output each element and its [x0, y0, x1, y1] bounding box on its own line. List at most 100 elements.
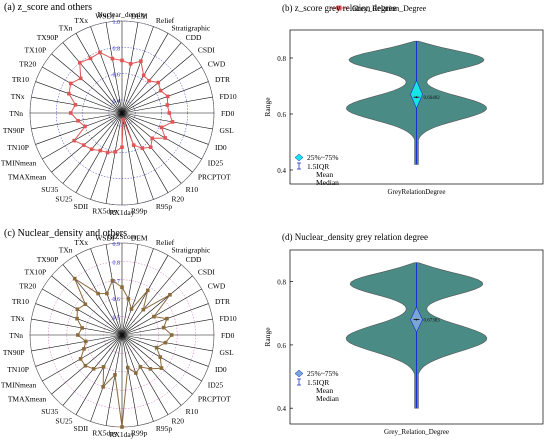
- radar-spoke: [121, 334, 154, 422]
- radar-data-point: [72, 276, 77, 281]
- radar-spoke: [90, 26, 123, 114]
- radar-category-label: TX90P: [37, 255, 59, 264]
- radar-data-point: [168, 292, 172, 297]
- radar-category-label: TR10: [12, 75, 29, 84]
- legend-label: 25%~75%: [307, 369, 339, 378]
- violin-mean-label: 0.67383: [424, 319, 441, 324]
- radar-spoke: [121, 275, 193, 336]
- radar-spoke: [51, 112, 123, 173]
- radar-data-point: [67, 91, 71, 96]
- x-axis-label: Grey_Relation_Degree: [384, 428, 449, 436]
- radar-data-point: [98, 50, 102, 55]
- radar-spoke: [75, 112, 123, 193]
- radar-category-label: TN10P: [7, 143, 29, 152]
- radar-data-point: [98, 148, 103, 153]
- violin-iqr-box: [410, 79, 423, 110]
- radar-category-label: TNx: [11, 92, 25, 101]
- radar-chart-2: (c) Nuclear_density and others0.50.60.70…: [1, 228, 237, 439]
- radar-spoke: [105, 112, 123, 204]
- radar-category-label: Stratigraphic: [172, 245, 211, 254]
- radar-data-point: [78, 357, 83, 361]
- violin-mean-point: [415, 318, 418, 321]
- radar-category-label: DTR: [215, 75, 230, 84]
- radar-category-label: CDD: [186, 255, 202, 264]
- radar-data-point: [110, 56, 115, 61]
- radar-category-label: Relief: [156, 238, 175, 247]
- radar-category-label: TMINmean: [1, 159, 37, 168]
- radar-category-label: FD0: [221, 109, 235, 118]
- radar-data-point: [138, 365, 143, 369]
- radar-data-point: [105, 150, 110, 155]
- radar-category-label: TMAXmean: [8, 173, 47, 182]
- radar-data-point: [165, 94, 170, 99]
- radar-spoke: [121, 112, 154, 200]
- radar-spoke: [121, 248, 154, 336]
- radar-category-label: GSL: [219, 348, 234, 357]
- radar-data-point: [139, 59, 143, 63]
- radar-data-point: [169, 333, 174, 337]
- radar-data-point: [120, 285, 124, 289]
- radar-data-point: [159, 125, 164, 130]
- radar-spoke: [42, 112, 123, 160]
- radar-category-label: ID25: [208, 159, 224, 168]
- radar-category-label: TR20: [19, 60, 36, 69]
- radar-data-point: [126, 296, 131, 301]
- radar-data-point: [76, 333, 80, 337]
- radar-tick-label: 0.4: [113, 99, 121, 105]
- radar-category-label: TX10P: [24, 267, 46, 276]
- legend-label: Median: [316, 178, 339, 187]
- chart-title: (c) Nuclear_density and others: [4, 228, 127, 239]
- radar-category-label: GiZScore: [107, 232, 137, 241]
- chart-title: (d) Nuclear_density grey relation degree: [282, 232, 428, 242]
- radar-spoke: [121, 112, 213, 130]
- radar-category-label: R99p: [131, 428, 148, 437]
- radar-data-point: [72, 138, 76, 143]
- radar-category-label: Nuclear_density: [97, 10, 146, 19]
- radar-category-label: PRCPTOT: [198, 173, 231, 182]
- radar-category-label: TR10: [12, 297, 29, 306]
- radar-category-label: CWD: [208, 282, 226, 291]
- radar-data-point: [158, 355, 163, 359]
- chart-title: (b) z_score grey relation degree: [282, 3, 396, 13]
- radar-data-point: [150, 136, 155, 141]
- y-tick-label: 0.6: [277, 111, 286, 119]
- legend-label: 25%~75%: [307, 153, 339, 162]
- y-tick-label: 0.4: [277, 405, 286, 413]
- radar-spoke: [121, 334, 193, 395]
- radar-category-label: WSDI: [95, 234, 115, 243]
- radar-data-point: [105, 291, 109, 296]
- radar-spoke: [62, 264, 123, 336]
- radar-spoke: [121, 112, 193, 173]
- radar-category-label: R20: [172, 417, 185, 426]
- radar-spoke: [75, 33, 123, 114]
- y-axis-label: Range: [263, 97, 272, 117]
- radar-spoke: [90, 112, 123, 200]
- radar-category-label: ID0: [215, 365, 227, 374]
- radar-data-point: [152, 314, 156, 319]
- y-tick-label: 0.4: [277, 167, 286, 175]
- radar-spoke: [121, 288, 202, 336]
- violin-mean-point: [415, 96, 418, 99]
- radar-category-label: R10: [186, 185, 199, 194]
- radar-category-label: CWD: [208, 60, 226, 69]
- radar-data-point: [78, 76, 83, 81]
- radar-category-label: ID25: [208, 381, 224, 390]
- radar-category-label: TMINmean: [1, 381, 37, 390]
- radar-category-label: SU35: [41, 407, 58, 416]
- radar-series-line: [68, 51, 174, 154]
- radar-data-point: [80, 326, 84, 330]
- radar-spoke: [121, 255, 169, 336]
- legend-label: 1.5IQR: [307, 378, 329, 387]
- radar-spoke: [42, 66, 123, 114]
- radar-spoke: [121, 42, 182, 114]
- radar-category-label: SDII: [74, 202, 89, 211]
- radar-data-point: [125, 365, 130, 370]
- radar-data-point: [154, 345, 159, 350]
- radar-spoke: [105, 22, 123, 114]
- radar-category-label: DEM: [131, 234, 148, 243]
- radar-spoke: [121, 334, 139, 426]
- radar-data-point: [165, 103, 170, 107]
- radar-data-point: [120, 145, 124, 149]
- radar-category-label: RX1day: [110, 430, 135, 439]
- radar-data-point: [156, 80, 161, 85]
